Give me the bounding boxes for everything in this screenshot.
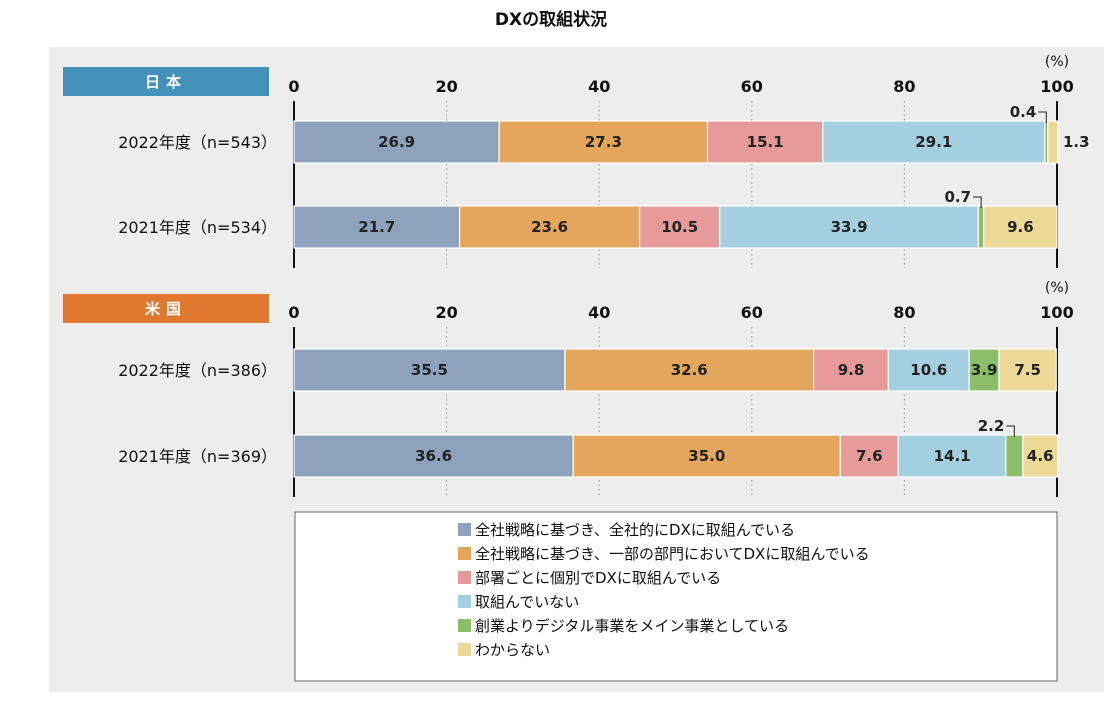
country-badge-label: 米国 <box>145 300 187 318</box>
country-badge <box>63 294 269 323</box>
tick-label: 100 <box>1040 303 1073 322</box>
tick-label: 80 <box>893 77 915 96</box>
tick-label: 40 <box>588 303 610 322</box>
data-label: 2.2 <box>978 417 1005 435</box>
bar-segment <box>1022 434 1059 478</box>
bar-segment <box>839 434 899 478</box>
tick-label: 100 <box>1040 77 1073 96</box>
data-label: 26.9 <box>378 133 415 151</box>
tick-label: 0 <box>288 303 299 322</box>
legend-entry: 全社戦略に基づき、全社的にDXに取組んでいる <box>475 521 795 539</box>
plot-area: 日本 (%) 0 20 40 60 80 100 2022年度（n=543） 26.9 27.3 15… <box>63 54 1090 497</box>
legend-entry: わからない <box>475 641 550 659</box>
bar-segment <box>977 205 985 249</box>
data-label: 35.0 <box>688 447 725 465</box>
bar-segment <box>564 348 815 392</box>
legend-entry: 創業よりデジタル事業をメイン事業としている <box>475 617 789 635</box>
tick-label: 60 <box>741 303 763 322</box>
tick-label: 20 <box>435 77 457 96</box>
country-badge-label: 日本 <box>145 73 187 91</box>
data-label: 1.3 <box>1063 133 1090 151</box>
legend-entry: 全社戦略に基づき、一部の部門においてDXに取組んでいる <box>475 545 870 563</box>
data-label: 0.4 <box>1010 103 1037 121</box>
unit-label: (%) <box>1045 280 1069 296</box>
legend-swatch <box>458 619 471 632</box>
data-label: 10.6 <box>910 361 947 379</box>
data-label: 36.6 <box>415 447 452 465</box>
data-label: 0.7 <box>945 188 972 206</box>
bar-segment <box>706 120 824 164</box>
tick-label: 80 <box>893 303 915 322</box>
tick-label: 0 <box>288 77 299 96</box>
country-badge <box>63 67 269 96</box>
row-label: 2022年度（n=386） <box>118 361 277 380</box>
legend-swatch <box>458 643 471 656</box>
data-label: 35.5 <box>411 361 448 379</box>
legend-swatch <box>458 547 471 560</box>
chart-title: DXの取組状況 <box>495 9 607 30</box>
data-label: 27.3 <box>585 133 622 151</box>
bar-segment <box>813 348 889 392</box>
tick-label: 20 <box>435 303 457 322</box>
bar-segment <box>822 120 1046 164</box>
data-label: 7.5 <box>1014 361 1041 379</box>
bar-segment <box>897 434 1007 478</box>
bar-segment <box>1005 434 1024 478</box>
data-label: 3.9 <box>971 361 998 379</box>
bar-segment <box>983 205 1058 249</box>
legend-swatch <box>458 571 471 584</box>
row-label: 2021年度（n=369） <box>118 447 277 466</box>
data-label: 33.9 <box>831 218 868 236</box>
data-label: 29.1 <box>915 133 952 151</box>
bar-segment <box>572 434 841 478</box>
data-label: 14.1 <box>934 447 971 465</box>
bar-segment <box>293 434 574 478</box>
bar-segment <box>1047 120 1059 164</box>
row-label: 2021年度（n=534） <box>118 218 277 237</box>
bar-segment <box>293 205 461 249</box>
data-label: 23.6 <box>531 218 568 236</box>
bar-segment <box>293 120 500 164</box>
tick-label: 60 <box>741 77 763 96</box>
data-label: 15.1 <box>747 133 784 151</box>
data-label: 21.7 <box>358 218 395 236</box>
bar-segment <box>498 120 709 164</box>
tick-label: 40 <box>588 77 610 96</box>
leader-line <box>1038 111 1047 123</box>
data-label: 9.6 <box>1007 218 1034 236</box>
leader-line <box>1006 425 1015 437</box>
legend-box <box>294 511 1058 682</box>
bar-segment <box>998 348 1057 392</box>
legend-swatch <box>458 523 471 536</box>
bar-segment <box>293 348 566 392</box>
row-label: 2022年度（n=543） <box>118 133 277 152</box>
legend-swatch <box>458 595 471 608</box>
data-label: 4.6 <box>1027 447 1054 465</box>
bar-segment <box>887 348 970 392</box>
legend-entry: 部署ごとに個別でDXに取組んでいる <box>475 569 721 587</box>
data-label: 32.6 <box>671 361 708 379</box>
bar-segment <box>639 205 721 249</box>
data-label: 10.5 <box>661 218 698 236</box>
leader-line <box>973 196 982 208</box>
legend: 全社戦略に基づき、全社的にDXに取組んでいる全社戦略に基づき、一部の部門において… <box>294 511 1058 682</box>
data-label: 7.6 <box>856 447 883 465</box>
data-label: 9.8 <box>838 361 865 379</box>
legend-entry: 取組んでいない <box>475 593 579 611</box>
unit-label: (%) <box>1045 54 1069 70</box>
bar-segment <box>719 205 980 249</box>
